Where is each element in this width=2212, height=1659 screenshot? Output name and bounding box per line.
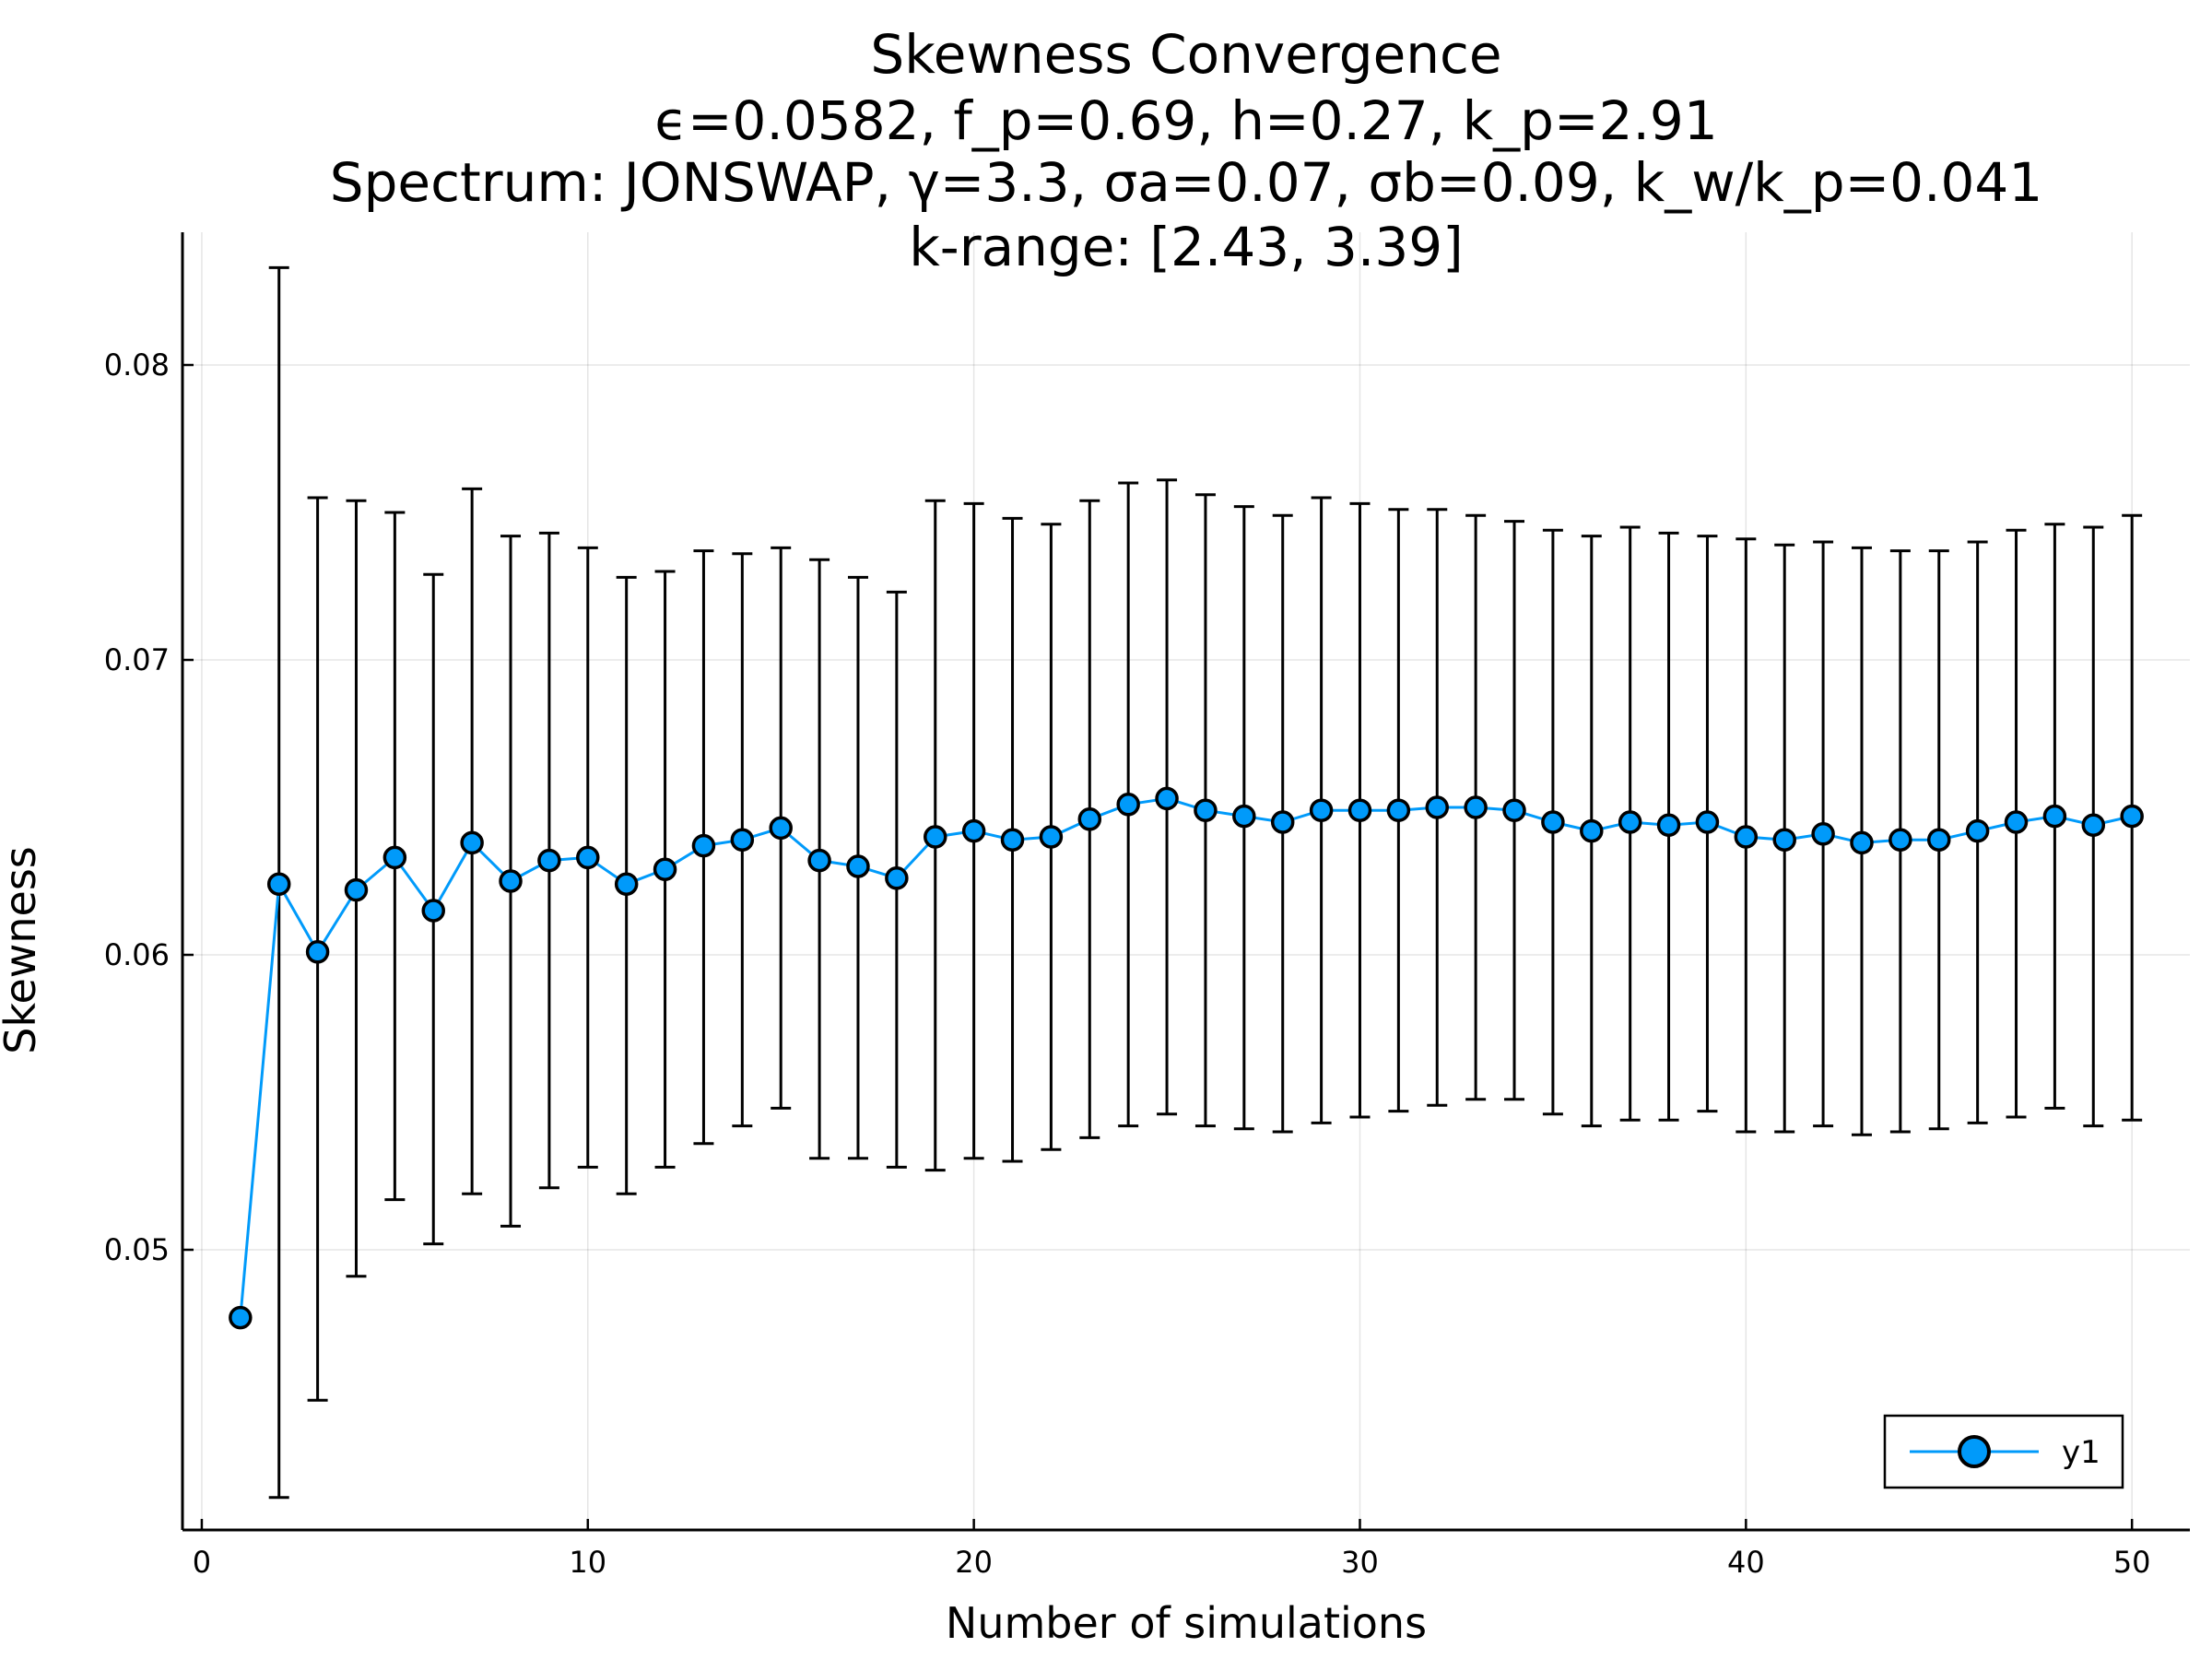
title-line-3: Spectrum: JONSWAP, γ=3.3, σa=0.07, σb=0.… — [330, 151, 2042, 214]
data-point-2 — [266, 872, 291, 896]
chart-title: Skewness Convergence ϵ=0.0582, f_p=0.69,… — [330, 23, 2042, 278]
data-point-48 — [2042, 804, 2067, 829]
data-point-6 — [421, 899, 445, 923]
data-point-28 — [1270, 810, 1295, 834]
data-point-40 — [1734, 825, 1759, 849]
data-point-49 — [2081, 813, 2106, 837]
data-point-19 — [924, 825, 947, 849]
data-point-16 — [807, 848, 831, 873]
series-markers — [229, 786, 2144, 1330]
data-point-21 — [1000, 828, 1025, 852]
x-tick-label-0: 0 — [193, 1545, 211, 1580]
x-tick-label-5: 50 — [2113, 1545, 2151, 1580]
data-point-27 — [1232, 804, 1256, 829]
axes — [181, 232, 2190, 1532]
data-point-14 — [730, 828, 755, 852]
data-point-24 — [1116, 793, 1140, 817]
title-line-1: Skewness Convergence — [870, 23, 1501, 86]
legend-marker — [1958, 1435, 1991, 1468]
legend: y1 — [1883, 1414, 2124, 1489]
data-point-23 — [1077, 807, 1102, 831]
x-tick-label-4: 40 — [1727, 1545, 1765, 1580]
data-point-15 — [769, 816, 793, 841]
data-point-9 — [537, 848, 561, 873]
title-line-4: k-range: [2.43, 3.39] — [909, 216, 1464, 278]
data-point-33 — [1464, 795, 1488, 819]
data-point-17 — [846, 854, 870, 878]
x-axis-title: Number of simulations — [946, 1598, 1427, 1648]
data-point-7 — [460, 830, 484, 855]
data-point-3 — [305, 940, 330, 964]
x-tick-label-2: 20 — [955, 1545, 993, 1580]
data-point-50 — [2120, 804, 2144, 829]
data-point-26 — [1194, 798, 1218, 822]
data-point-22 — [1039, 825, 1064, 849]
data-point-8 — [499, 869, 523, 893]
data-point-46 — [1965, 818, 1990, 843]
x-tick-labels: 0 10 20 30 40 50 — [193, 1545, 2151, 1580]
data-point-47 — [2004, 810, 2029, 834]
y-tick-labels: 0.05 0.06 0.07 0.08 — [104, 347, 170, 1267]
data-point-42 — [1811, 822, 1835, 846]
data-point-13 — [691, 833, 716, 858]
y-axis-title: Skewness — [0, 846, 45, 1054]
data-point-32 — [1425, 795, 1449, 819]
data-point-34 — [1502, 798, 1526, 822]
data-point-43 — [1850, 830, 1874, 855]
data-point-5 — [382, 845, 407, 870]
legend-label: y1 — [2062, 1434, 2100, 1471]
y-tick-label-1: 0.06 — [104, 937, 170, 972]
data-point-44 — [1888, 828, 1912, 852]
data-point-29 — [1309, 798, 1334, 822]
x-tick-label-1: 10 — [569, 1545, 606, 1580]
data-point-25 — [1155, 786, 1179, 811]
x-tick-label-3: 30 — [1341, 1545, 1379, 1580]
data-point-39 — [1695, 810, 1720, 834]
data-point-11 — [614, 872, 639, 896]
y-tick-label-2: 0.07 — [104, 642, 170, 677]
data-point-30 — [1347, 798, 1372, 822]
title-line-2: ϵ=0.0582, f_p=0.69, h=0.27, k_p=2.91 — [654, 89, 1717, 152]
data-point-18 — [885, 866, 909, 890]
data-point-31 — [1386, 798, 1411, 822]
data-point-41 — [1772, 828, 1796, 852]
data-point-20 — [961, 818, 986, 843]
data-point-36 — [1580, 818, 1604, 843]
data-point-4 — [344, 877, 369, 902]
data-point-38 — [1656, 813, 1681, 837]
data-point-12 — [653, 857, 677, 881]
data-point-10 — [576, 845, 600, 870]
data-point-45 — [1927, 828, 1951, 852]
data-point-35 — [1541, 810, 1565, 834]
data-point-1 — [229, 1305, 253, 1330]
y-tick-label-0: 0.05 — [104, 1232, 170, 1267]
data-point-37 — [1618, 810, 1642, 834]
y-tick-label-3: 0.08 — [104, 347, 170, 382]
